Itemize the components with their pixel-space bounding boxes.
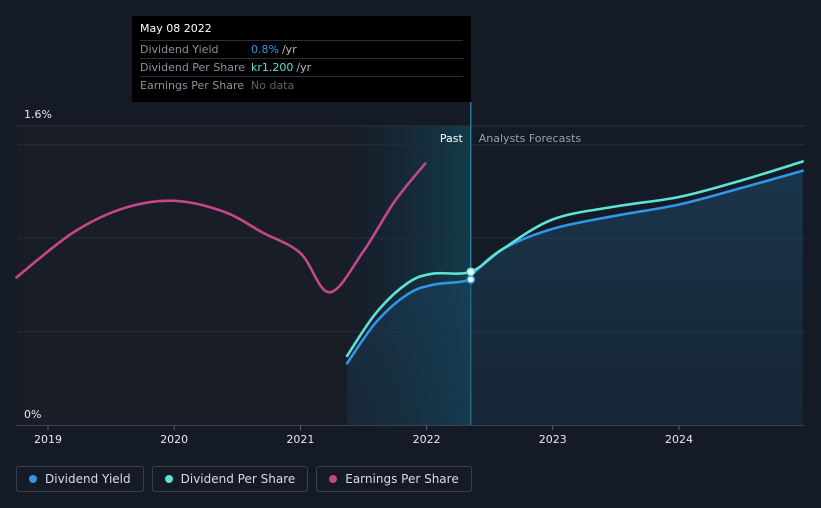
tooltip-label: Earnings Per Share <box>140 79 245 92</box>
x-tick-label: 2023 <box>539 433 567 446</box>
earnings-per-share-line <box>15 162 427 294</box>
legend-label: Dividend Per Share <box>180 472 296 486</box>
legend-dot-icon <box>29 475 37 483</box>
hover-tooltip: May 08 2022 Dividend Yield 0.8% /yr Divi… <box>132 16 471 102</box>
legend-label: Earnings Per Share <box>345 472 459 486</box>
legend-label: Dividend Yield <box>45 472 131 486</box>
legend-item-earnings-per-share[interactable]: Earnings Per Share <box>316 466 472 492</box>
tooltip-label: Dividend Per Share <box>140 61 246 74</box>
tooltip-row-earnings-per-share: Earnings Per Share No data <box>140 77 463 94</box>
tooltip-row-dividend-yield: Dividend Yield 0.8% /yr <box>140 41 463 59</box>
x-tick-label: 2019 <box>34 433 62 446</box>
tooltip-unit: /yr <box>296 61 312 74</box>
tooltip-value: kr1.200 <box>251 61 294 74</box>
y-axis-min-label: 0% <box>24 408 41 421</box>
x-tick-label: 2020 <box>160 433 188 446</box>
x-tick-label: 2022 <box>413 433 441 446</box>
dividend-yield-area <box>347 170 803 425</box>
legend-dot-icon <box>329 475 338 483</box>
tooltip-label: Dividend Yield <box>140 43 219 56</box>
dividend-per-share-marker <box>466 267 476 277</box>
chart-legend: Dividend Yield Dividend Per Share Earnin… <box>16 466 472 492</box>
dividend-per-share-line <box>345 160 804 358</box>
legend-item-dividend-yield[interactable]: Dividend Yield <box>16 466 144 492</box>
tooltip-value: No data <box>251 79 295 92</box>
tooltip-unit: /yr <box>281 43 297 56</box>
plot-background-history <box>17 126 348 425</box>
dividend-yield-marker <box>466 275 476 284</box>
x-tick-label: 2021 <box>286 433 314 446</box>
tooltip-row-dividend-per-share: Dividend Per Share kr1.200 /yr <box>140 59 463 77</box>
tooltip-date: May 08 2022 <box>140 22 463 41</box>
legend-item-dividend-per-share[interactable]: Dividend Per Share <box>151 466 309 492</box>
legend-dot-icon <box>164 475 173 483</box>
y-axis-max-label: 1.6% <box>24 108 52 121</box>
x-tick-label: 2024 <box>665 433 693 446</box>
past-label: Past <box>440 132 464 145</box>
forecast-label: Analysts Forecasts <box>479 132 582 145</box>
tooltip-value: 0.8% <box>251 43 279 56</box>
